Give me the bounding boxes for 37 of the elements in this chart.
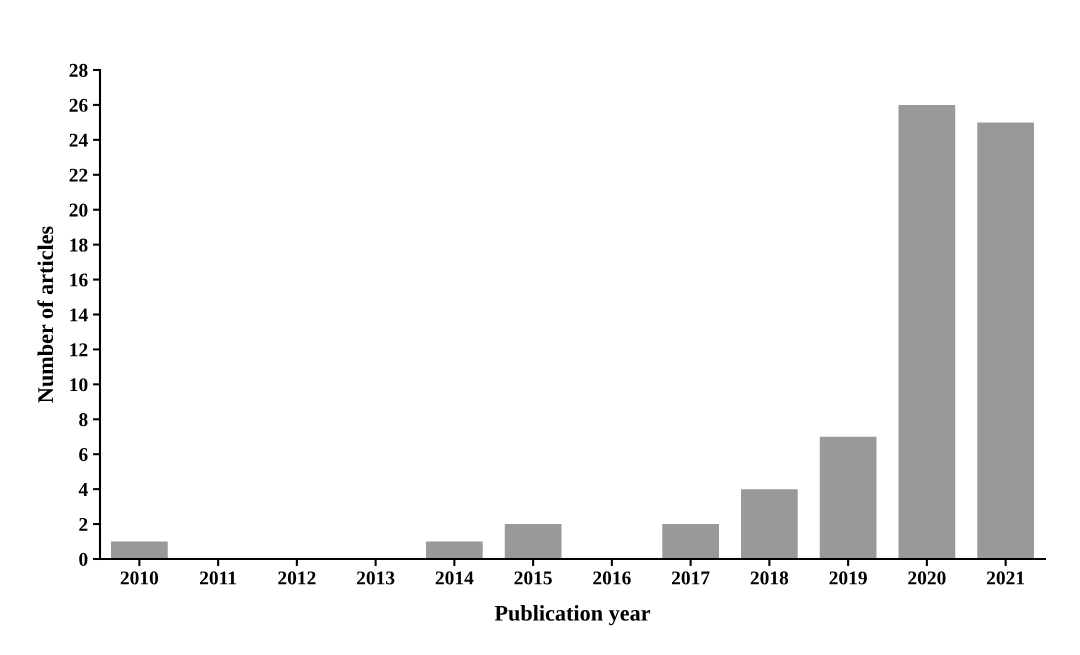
x-tick-label: 2019	[829, 571, 867, 585]
bar	[426, 541, 483, 559]
bar	[111, 541, 168, 559]
x-tick-label: 2011	[200, 571, 237, 585]
y-tick-label: 18	[70, 238, 88, 252]
y-tick-label: 2	[79, 517, 88, 531]
y-tick-label: 10	[70, 378, 88, 392]
x-tick-label: 2014	[435, 571, 474, 585]
bar	[741, 489, 798, 559]
y-tick-label: 22	[69, 168, 88, 182]
x-tick-label: 2016	[593, 571, 631, 585]
x-tick-label: 2015	[514, 571, 552, 585]
y-tick-label: 20	[69, 203, 88, 217]
y-tick-label: 12	[70, 343, 88, 357]
bar	[819, 436, 877, 559]
y-tick-label: 0	[79, 552, 88, 566]
y-tick-label: 24	[69, 133, 88, 147]
y-tick-label: 28	[69, 63, 88, 77]
y-tick-label: 4	[78, 483, 88, 496]
bar	[898, 104, 956, 559]
x-tick-label: 2021	[987, 571, 1025, 585]
y-axis-title: Number of articles	[37, 226, 54, 403]
bar	[662, 524, 719, 559]
y-tick-label: 6	[79, 448, 88, 462]
y-tick-label: 14	[70, 308, 88, 322]
x-tick-label: 2017	[672, 571, 710, 585]
x-tick-label: 2018	[750, 571, 789, 585]
x-tick-label: 2013	[357, 571, 395, 585]
x-tick-label: 2010	[120, 571, 159, 585]
x-tick-label: 2020	[908, 571, 946, 585]
y-tick-label: 26	[69, 98, 88, 112]
y-tick-label: 8	[79, 413, 88, 427]
bar	[504, 524, 562, 559]
x-tick-label: 2012	[278, 571, 316, 585]
x-axis-title: Publication year	[494, 605, 651, 626]
bar	[977, 122, 1034, 559]
y-tick-label: 16	[70, 273, 88, 287]
